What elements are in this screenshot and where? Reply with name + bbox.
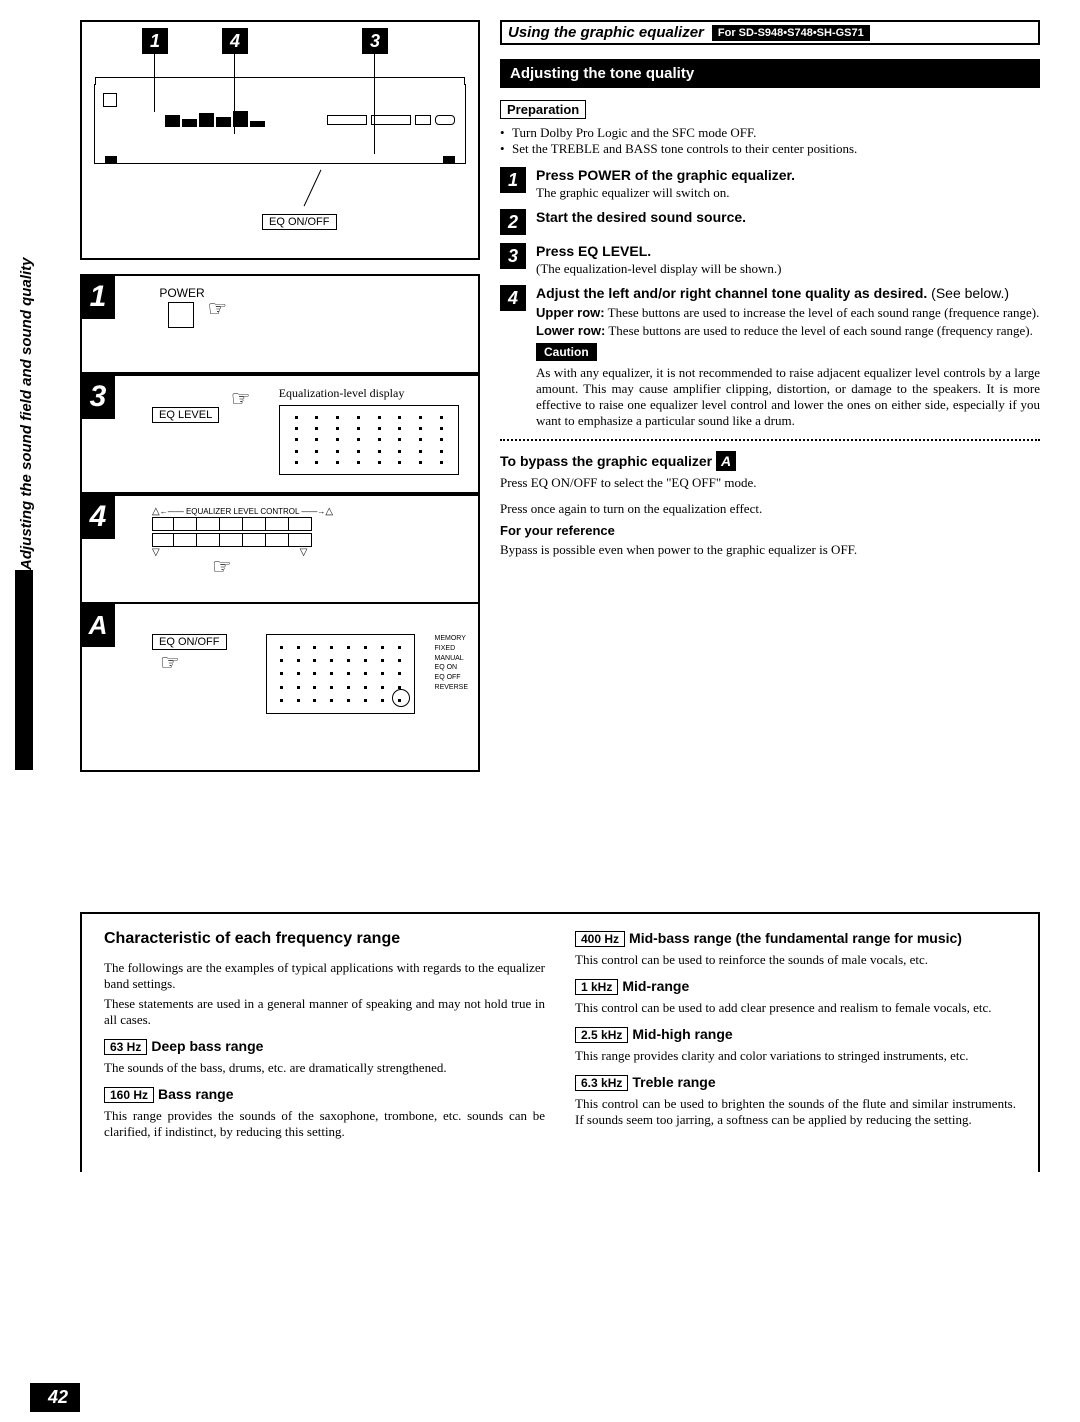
prep-item: Set the TREBLE and BASS tone controls to… xyxy=(500,141,1040,157)
badge-3: 3 xyxy=(362,28,388,54)
step-heading: Start the desired sound source. xyxy=(536,209,1040,225)
ref-text: Bypass is possible even when power to th… xyxy=(500,542,1040,558)
freq-intro2: These statements are used in a general m… xyxy=(104,996,545,1028)
step-4: 4 Adjust the left and/or right channel t… xyxy=(500,285,1040,429)
step-1: 1 Press POWER of the graphic equalizer. T… xyxy=(500,167,1040,201)
step-sub: The graphic equalizer will switch on. xyxy=(536,185,1040,201)
prep-label: Preparation xyxy=(500,100,586,119)
lower-row-text: These buttons are used to reduce the lev… xyxy=(608,323,1032,338)
header-title: Using the graphic equalizer xyxy=(508,24,704,41)
frequency-panel: Characteristic of each frequency range T… xyxy=(80,912,1040,1172)
step-3: 3 Press EQ LEVEL. (The equalization-level… xyxy=(500,243,1040,277)
freq-band: 2.5 kHzMid-high rangeThis range provides… xyxy=(575,1026,1016,1064)
step-sub: (The equalization-level display will be … xyxy=(536,261,1040,277)
badge-4: 4 xyxy=(222,28,248,54)
badge-3-lg: 3 xyxy=(81,375,115,419)
page-number: 42 xyxy=(30,1383,80,1412)
freq-intro: The followings are the examples of typic… xyxy=(104,960,545,992)
step-heading: Press EQ LEVEL. xyxy=(536,243,1040,259)
bypass-line1: Press EQ ON/OFF to select the "EQ OFF" m… xyxy=(500,475,1040,491)
badge-1-lg: 1 xyxy=(81,275,115,319)
freq-band: 63 HzDeep bass rangeThe sounds of the ba… xyxy=(104,1038,545,1076)
section-bar: Adjusting the tone quality xyxy=(500,59,1040,88)
side-block xyxy=(15,570,33,770)
bypass-heading: To bypass the graphic equalizer A xyxy=(500,451,1040,471)
step-2: 2 Start the desired sound source. xyxy=(500,209,1040,235)
caution-chip: Caution xyxy=(536,343,597,361)
step-badge: 1 xyxy=(500,167,526,193)
badge-4-lg: 4 xyxy=(81,495,115,539)
bypass-line2: Press once again to turn on the equaliza… xyxy=(500,501,1040,517)
badge-A-lg: A xyxy=(81,603,115,647)
eq-onoff-label: EQ ON/OFF xyxy=(262,214,337,230)
caution-text: As with any equalizer, it is not recomme… xyxy=(536,365,1040,429)
prep-list: Turn Dolby Pro Logic and the SFC mode OF… xyxy=(500,125,1040,157)
step-badge: 2 xyxy=(500,209,526,235)
upper-row-text: These buttons are used to increase the l… xyxy=(608,305,1040,320)
diagram-column: 1 4 3 xyxy=(80,20,480,772)
power-label: POWER xyxy=(152,286,212,300)
upper-row-label: Upper row: xyxy=(536,305,605,320)
prep-item: Turn Dolby Pro Logic and the SFC mode OF… xyxy=(500,125,1040,141)
step-badge: 3 xyxy=(500,243,526,269)
step-badge: 4 xyxy=(500,285,526,311)
eq-level-label: EQ LEVEL xyxy=(152,407,219,423)
freq-band: 400 HzMid-bass range (the fundamental ra… xyxy=(575,930,1016,968)
badge-1: 1 xyxy=(142,28,168,54)
freq-band: 160 HzBass rangeThis range provides the … xyxy=(104,1086,545,1140)
eq-display-label: Equalization-level display xyxy=(279,386,459,401)
freq-band: 1 kHzMid-rangeThis control can be used t… xyxy=(575,978,1016,1016)
header-chip: For SD-S948•S748•SH-GS71 xyxy=(712,25,870,41)
lower-row-label: Lower row: xyxy=(536,323,605,338)
ref-label: For your reference xyxy=(500,523,1040,538)
side-tab: Adjusting the sound field and sound qual… xyxy=(18,258,35,571)
instructions-column: Using the graphic equalizer For SD-S948•… xyxy=(500,20,1040,772)
freq-title: Characteristic of each frequency range xyxy=(104,930,545,948)
step-heading: Adjust the left and/or right channel ton… xyxy=(536,285,927,301)
eq-onoff-label-2: EQ ON/OFF xyxy=(152,634,227,650)
step-heading: Press POWER of the graphic equalizer. xyxy=(536,167,1040,183)
freq-band: 6.3 kHzTreble rangeThis control can be u… xyxy=(575,1074,1016,1128)
eq-ctrl-label: △←—— EQUALIZER LEVEL CONTROL ——→△ xyxy=(152,506,468,517)
title-band: Using the graphic equalizer For SD-S948•… xyxy=(500,20,1040,45)
